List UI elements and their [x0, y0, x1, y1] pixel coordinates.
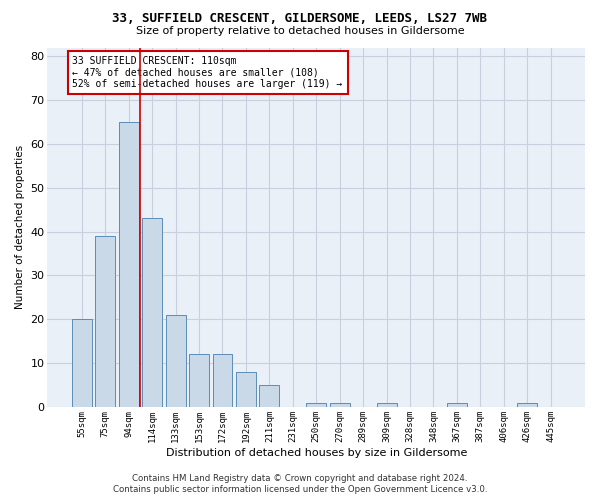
Bar: [259, 385, 280, 407]
Bar: [166, 315, 185, 407]
Y-axis label: Number of detached properties: Number of detached properties: [15, 145, 25, 310]
Text: 33, SUFFIELD CRESCENT, GILDERSOME, LEEDS, LS27 7WB: 33, SUFFIELD CRESCENT, GILDERSOME, LEEDS…: [113, 12, 487, 26]
Bar: [95, 236, 115, 407]
Text: Size of property relative to detached houses in Gildersome: Size of property relative to detached ho…: [136, 26, 464, 36]
Bar: [517, 402, 537, 407]
Bar: [306, 402, 326, 407]
Bar: [189, 354, 209, 407]
Text: Contains HM Land Registry data © Crown copyright and database right 2024.
Contai: Contains HM Land Registry data © Crown c…: [113, 474, 487, 494]
Bar: [72, 320, 92, 407]
Text: 33 SUFFIELD CRESCENT: 110sqm
← 47% of detached houses are smaller (108)
52% of s: 33 SUFFIELD CRESCENT: 110sqm ← 47% of de…: [73, 56, 343, 90]
Bar: [236, 372, 256, 407]
Bar: [212, 354, 232, 407]
Bar: [119, 122, 139, 407]
Bar: [447, 402, 467, 407]
Bar: [377, 402, 397, 407]
Bar: [142, 218, 162, 407]
Bar: [330, 402, 350, 407]
X-axis label: Distribution of detached houses by size in Gildersome: Distribution of detached houses by size …: [166, 448, 467, 458]
